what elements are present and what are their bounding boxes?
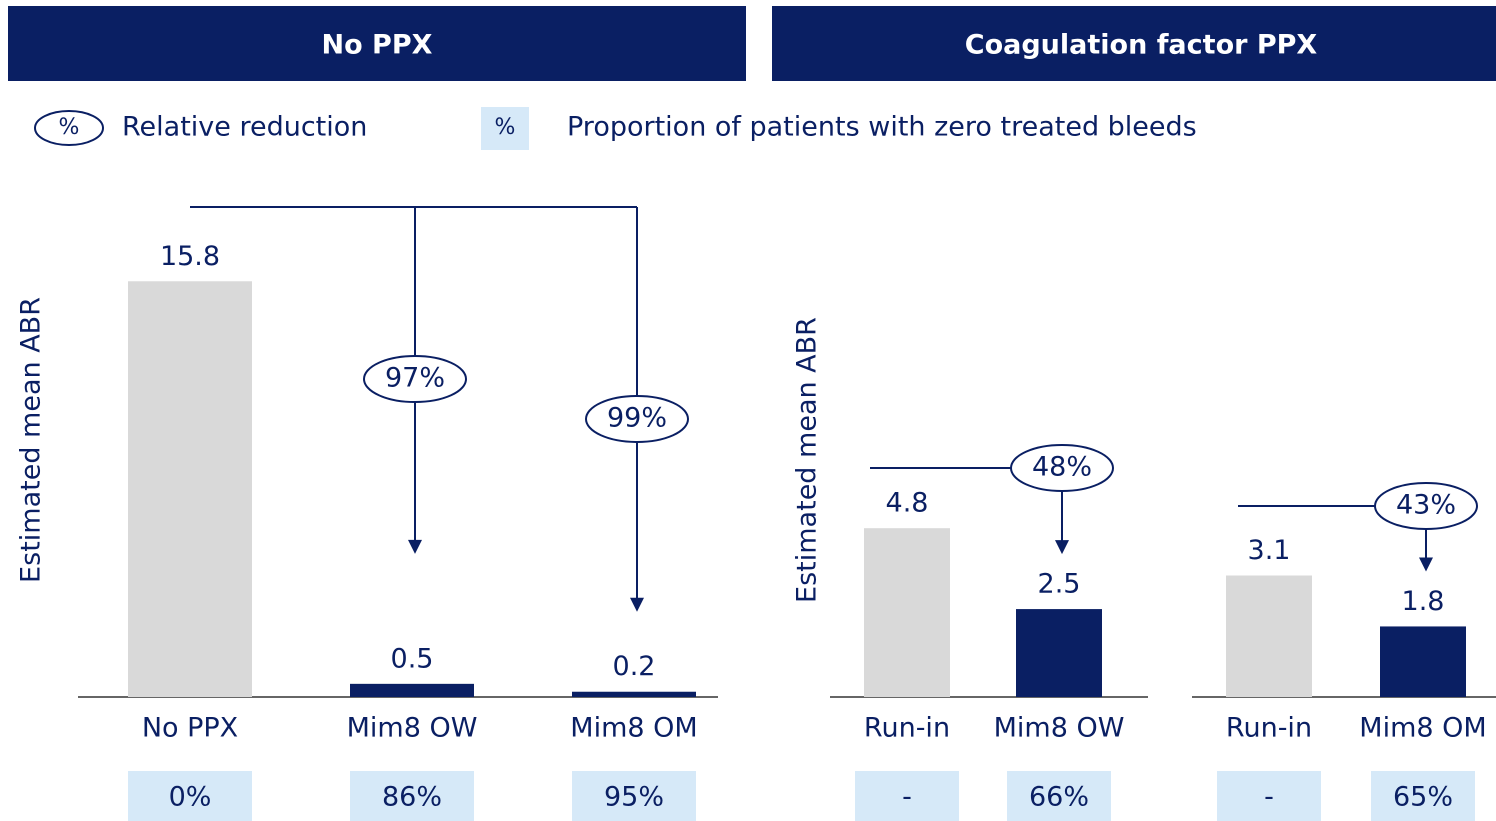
legend-box xyxy=(481,107,529,150)
bar xyxy=(864,528,950,697)
reduction-label: 48% xyxy=(1032,452,1092,483)
bar-value-label: 0.5 xyxy=(391,643,434,674)
y-axis-label: Estimated mean ABR xyxy=(792,317,823,603)
bar xyxy=(1016,609,1102,697)
zero-bleeds-label: - xyxy=(1264,782,1274,813)
zero-bleeds-label: 66% xyxy=(1029,782,1089,813)
zero-bleeds-box xyxy=(128,771,252,821)
zero-bleeds-label: - xyxy=(902,782,912,813)
legend-symbol: % xyxy=(495,115,516,140)
reduction-label: 43% xyxy=(1396,490,1456,521)
x-tick-label: No PPX xyxy=(142,713,238,744)
bar-value-label: 15.8 xyxy=(160,241,220,272)
bar xyxy=(1226,575,1312,697)
arrow-head xyxy=(1055,540,1069,555)
x-tick-label: Mim8 OW xyxy=(347,713,478,744)
reduction-label: 99% xyxy=(607,403,667,434)
legend-label: Proportion of patients with zero treated… xyxy=(567,112,1197,143)
header-bar xyxy=(8,6,746,81)
zero-bleeds-label: 86% xyxy=(382,782,442,813)
reduction-ellipse xyxy=(585,395,689,443)
x-tick-label: Mim8 OM xyxy=(1359,713,1486,744)
reduction-label: 97% xyxy=(385,363,445,394)
legend-label: Relative reduction xyxy=(122,112,367,143)
header-bar xyxy=(772,6,1496,81)
bar-value-label: 3.1 xyxy=(1248,535,1291,566)
zero-bleeds-label: 0% xyxy=(169,782,212,813)
bar-value-label: 2.5 xyxy=(1038,569,1081,600)
bar xyxy=(350,683,474,697)
x-tick-label: Mim8 OW xyxy=(994,713,1125,744)
arrow-head xyxy=(630,597,644,612)
bar-value-label: 1.8 xyxy=(1402,586,1445,617)
x-tick-label: Run-in xyxy=(1226,713,1312,744)
reduction-ellipse xyxy=(363,355,467,403)
x-tick-label: Mim8 OM xyxy=(570,713,697,744)
header-title: Coagulation factor PPX xyxy=(965,30,1318,61)
x-tick-label: Run-in xyxy=(864,713,950,744)
zero-bleeds-box xyxy=(1371,771,1475,821)
reduction-ellipse xyxy=(1374,482,1478,530)
bar xyxy=(572,691,696,697)
zero-bleeds-label: 95% xyxy=(604,782,664,813)
legend-ellipse xyxy=(34,110,104,146)
header-title: No PPX xyxy=(322,30,433,61)
zero-bleeds-box xyxy=(572,771,696,821)
bar xyxy=(128,281,252,697)
zero-bleeds-label: 65% xyxy=(1393,782,1453,813)
bar-value-label: 4.8 xyxy=(886,488,929,519)
zero-bleeds-box xyxy=(350,771,474,821)
legend-symbol: % xyxy=(59,115,80,140)
arrow-head xyxy=(1419,557,1433,572)
zero-bleeds-box xyxy=(855,771,959,821)
zero-bleeds-box xyxy=(1007,771,1111,821)
reduction-ellipse xyxy=(1010,444,1114,492)
zero-bleeds-box xyxy=(1217,771,1321,821)
bar-value-label: 0.2 xyxy=(613,651,656,682)
bar xyxy=(1380,626,1466,697)
y-axis-label: Estimated mean ABR xyxy=(16,297,47,583)
arrow-head xyxy=(408,539,422,554)
